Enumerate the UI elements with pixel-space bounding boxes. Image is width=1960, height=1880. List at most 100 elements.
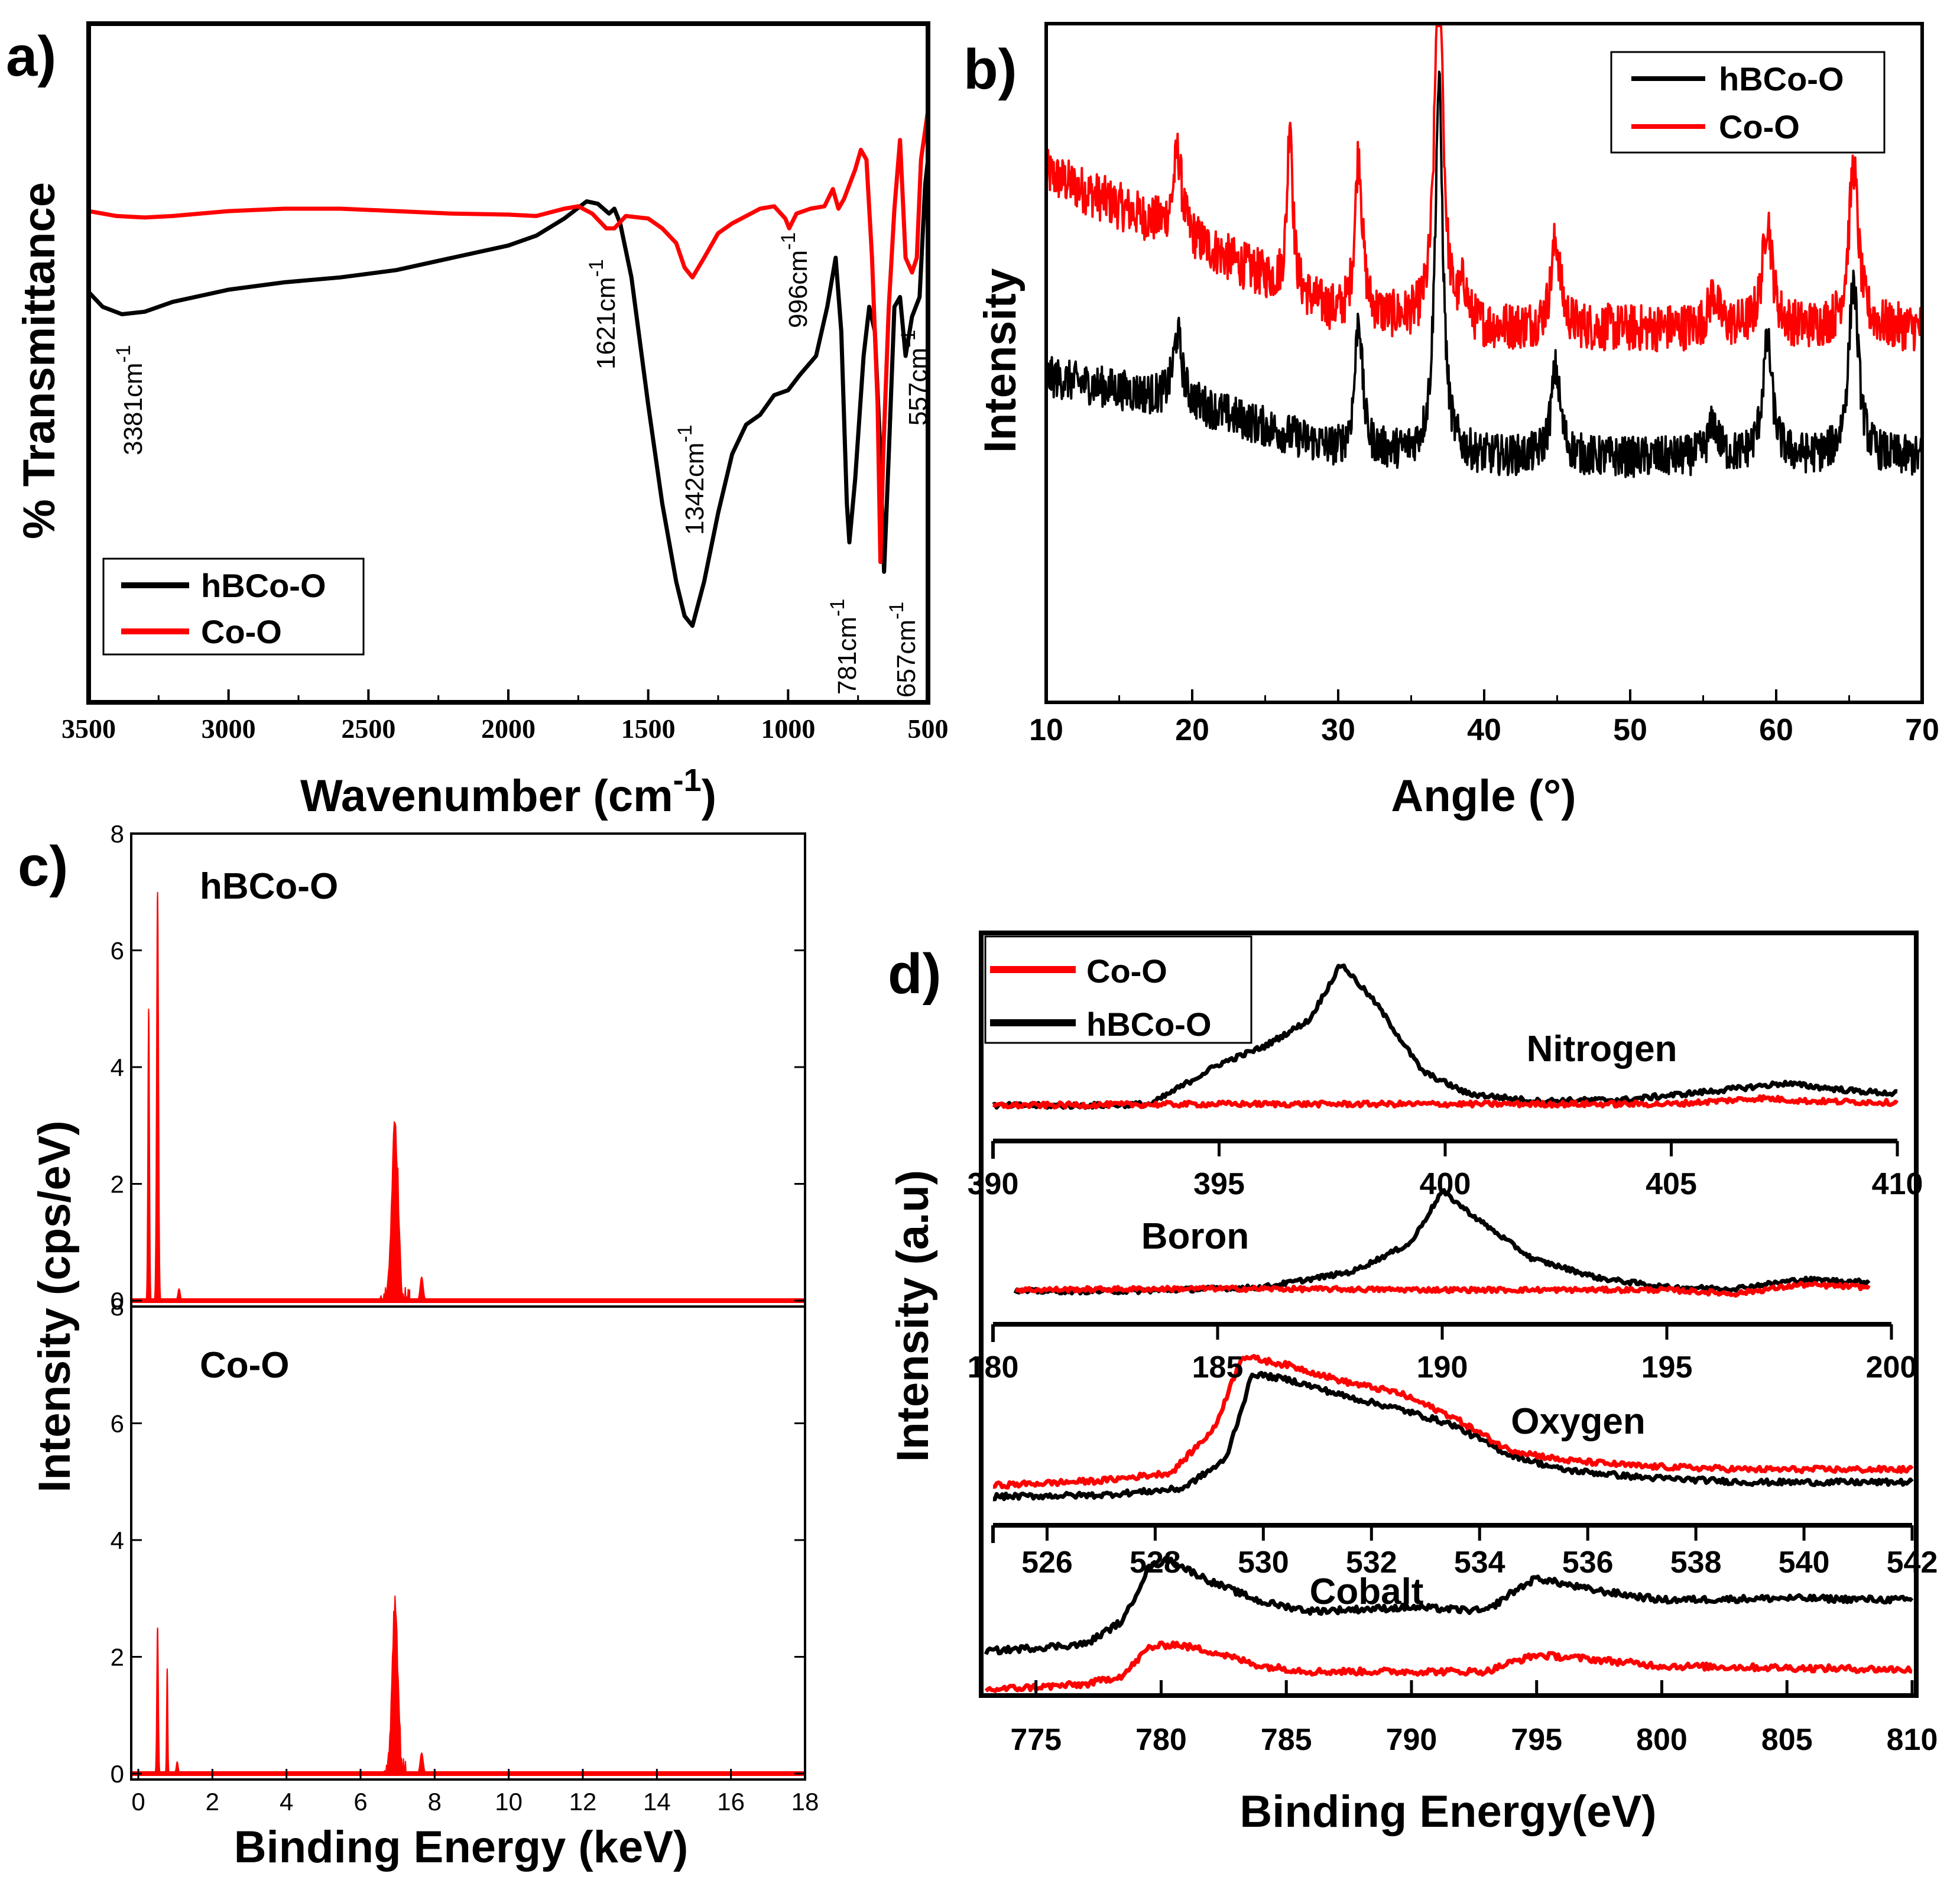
- c-xtick-label: 10: [495, 1788, 523, 1816]
- c-ytick-label: 8: [111, 1293, 124, 1321]
- c-xtick-label: 4: [280, 1788, 293, 1816]
- d-xtick-label: 390: [968, 1167, 1019, 1201]
- d-xtick-label: 395: [1193, 1167, 1245, 1201]
- d-xtick-label: 530: [1238, 1545, 1289, 1580]
- d-cobalt-co-o-line: [984, 1640, 1913, 1693]
- panel-d-ylabel: Intensity (a.u): [888, 1170, 938, 1462]
- annotation-1342: 1342cm-1: [674, 424, 709, 535]
- c-xtick-label: 16: [717, 1788, 745, 1816]
- panel-d-xlabel: Binding Energy(eV): [1239, 1787, 1656, 1837]
- d-xtick-label: 542: [1887, 1545, 1938, 1580]
- d-xtick-label: 538: [1670, 1545, 1722, 1580]
- d-xtick-label: 200: [1866, 1350, 1917, 1385]
- a-xtick-label: 3000: [202, 714, 256, 744]
- c-peak-1-0: [154, 1628, 161, 1774]
- a-xtick-label: 1000: [761, 714, 815, 744]
- series-hbco-o-line: [1045, 70, 1923, 478]
- c-xtick-label: 18: [791, 1788, 819, 1816]
- c-xtick-label: 14: [643, 1788, 671, 1816]
- d-xtick-label: 180: [968, 1350, 1019, 1385]
- legend-hbcoo-label: hBCo-O: [1086, 1006, 1212, 1043]
- oxygen-label: Oxygen: [1511, 1401, 1645, 1442]
- d-xtick-label: 195: [1641, 1350, 1693, 1385]
- d-nitrogen-co-o-line: [992, 1094, 1899, 1110]
- c-xtick-label: 12: [569, 1788, 597, 1816]
- b-xtick-label: 20: [1175, 713, 1209, 747]
- legend-hbcoo-label: hBCo-O: [201, 567, 326, 604]
- c-peak-0-2: [174, 1288, 184, 1301]
- panel-c-label: c): [18, 835, 68, 898]
- c-ytick-label: 6: [111, 937, 124, 965]
- panel-a-xlabel: Wavenumber (cm-1): [300, 763, 716, 821]
- panel-d-legend: Co-O hBCo-O: [984, 935, 1252, 1044]
- series-co-o-line: [1045, 25, 1923, 352]
- c-xtick-label: 8: [428, 1788, 442, 1816]
- c-peak-1-4: [415, 1752, 429, 1774]
- panel-b-xlabel: Angle (°): [1391, 771, 1576, 821]
- legend-coo-label: Co-O: [201, 613, 282, 650]
- b-xtick-label: 30: [1321, 713, 1355, 747]
- d-xtick-label: 185: [1192, 1350, 1244, 1385]
- panel-c-xlabel: Binding Energy (keV): [234, 1822, 689, 1872]
- d-xtick-label: 534: [1454, 1545, 1505, 1580]
- panel-b-label: b): [963, 38, 1017, 101]
- d-oxygen-hbco-o-line: [992, 1370, 1914, 1502]
- d-xtick-label: 532: [1346, 1545, 1397, 1580]
- panel-a-label: a): [6, 25, 56, 88]
- c-ytick-label: 6: [111, 1410, 124, 1438]
- panel-d: d) 390 395 400 405 410 180 185 190 195 200 526 528 5…: [888, 931, 1938, 1837]
- a-xtick-label: 2000: [481, 714, 536, 744]
- c-xtick-label: 2: [206, 1788, 219, 1816]
- d-xtick-label: 405: [1646, 1167, 1697, 1201]
- c-peak-0-0: [145, 1009, 152, 1301]
- c-xtick-label: 6: [353, 1788, 367, 1816]
- panel-d-label: d): [888, 942, 942, 1006]
- d-xtick-label: 400: [1420, 1167, 1471, 1201]
- legend-coo-label: Co-O: [1719, 108, 1800, 145]
- d-xtick-label: 780: [1135, 1723, 1187, 1757]
- cobalt-label: Cobalt: [1310, 1571, 1424, 1612]
- c-ytick-label: 2: [111, 1171, 124, 1198]
- boron-label: Boron: [1141, 1216, 1250, 1257]
- c-ytick-label: 4: [111, 1526, 124, 1554]
- b-xtick-label: 40: [1467, 713, 1501, 747]
- panel-b-ylabel: Intensity: [975, 268, 1026, 453]
- b-xtick-label: 10: [1029, 713, 1063, 747]
- c-ytick-label: 8: [111, 820, 124, 848]
- panel-c-top-label: hBCo-O: [200, 866, 338, 907]
- b-xtick-label: 50: [1613, 713, 1647, 747]
- d-xtick-label: 810: [1887, 1723, 1938, 1757]
- c-peak-0-3: [379, 1120, 411, 1301]
- d-xtick-label: 190: [1417, 1350, 1468, 1385]
- d-xtick-label: 805: [1761, 1723, 1813, 1757]
- d-xtick-label: 785: [1261, 1723, 1312, 1757]
- panel-a-legend: hBCo-O Co-O: [102, 557, 365, 656]
- panel-a-ylabel: % Transmittance: [14, 182, 64, 539]
- c-peak-1-3: [382, 1595, 408, 1774]
- c-peak-0-1: [153, 892, 162, 1301]
- c-peak-1-2: [173, 1761, 181, 1774]
- annotation-657: 657cm-1: [885, 602, 921, 698]
- c-ytick-label: 4: [111, 1054, 124, 1081]
- d-xtick-label: 410: [1872, 1167, 1923, 1201]
- d-xtick-label: 790: [1386, 1723, 1437, 1757]
- d-xtick-label: 775: [1010, 1723, 1062, 1757]
- d-xtick-label: 800: [1636, 1723, 1688, 1757]
- d-cobalt-hbco-o-line: [984, 1555, 1914, 1655]
- c-xtick-label: 0: [131, 1788, 145, 1816]
- a-xtick-label: 3500: [61, 714, 116, 744]
- c-peak-1-1: [164, 1668, 170, 1774]
- panel-c-ylabel: Intensity (cps/eV): [30, 1120, 80, 1492]
- panel-d-frame: [979, 931, 1919, 1698]
- d-xtick-label: 528: [1130, 1545, 1181, 1580]
- annotation-557: 557cm-1: [897, 330, 933, 426]
- legend-coo-label: Co-O: [1086, 952, 1167, 990]
- d-xtick-label: 795: [1511, 1723, 1562, 1757]
- legend-hbcoo-label: hBCo-O: [1719, 60, 1844, 98]
- d-boron-co-o-line: [1015, 1281, 1871, 1298]
- d-oxygen-co-o-line: [992, 1354, 1914, 1490]
- d-xtick-label: 540: [1779, 1545, 1830, 1580]
- annotation-3381: 3381cm-1: [112, 345, 148, 455]
